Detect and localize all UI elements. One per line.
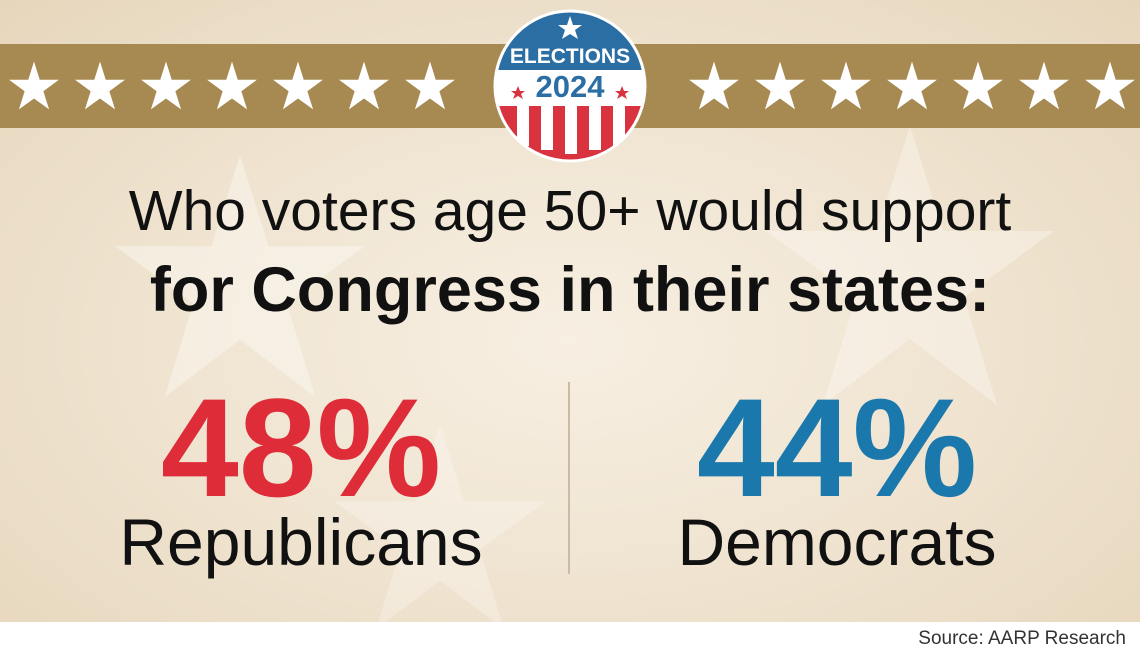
badge-star-icon <box>558 16 582 39</box>
background-star-icon <box>115 155 365 397</box>
elections-badge: ELECTIONS 2024 <box>493 9 647 163</box>
background-star-icon <box>334 424 546 622</box>
republican-label: Republicans <box>119 505 483 579</box>
badge-year: 2024 <box>536 69 606 104</box>
star-icon <box>953 61 1003 110</box>
badge-title: ELECTIONS <box>510 45 630 68</box>
star-icon <box>207 61 257 110</box>
star-icon <box>1019 61 1069 110</box>
headline-line-1: Who voters age 50+ would support <box>128 179 1012 243</box>
divider <box>568 382 570 574</box>
star-icon <box>339 61 389 110</box>
star-icon <box>755 61 805 110</box>
star-icon <box>405 61 455 110</box>
star-icon <box>141 61 191 110</box>
badge-small-star-icon <box>511 86 525 99</box>
badge-small-star-icon <box>615 86 629 99</box>
republican-percent: 48% <box>160 369 442 526</box>
democrat-percent: 44% <box>696 369 978 526</box>
democrat-label: Democrats <box>677 505 997 579</box>
background-star-icon <box>766 126 1054 405</box>
star-icon <box>821 61 871 110</box>
banner-stars-right <box>688 60 1135 112</box>
star-icon <box>1085 61 1135 110</box>
star-icon <box>9 61 59 110</box>
infographic: ELECTIONS 2024 Who voters age 50+ would … <box>0 0 1140 622</box>
headline-line-2: for Congress in their states: <box>149 255 991 325</box>
star-icon <box>75 61 125 110</box>
star-icon <box>887 61 937 110</box>
star-icon <box>689 61 739 110</box>
source-note: Source: AARP Research <box>918 628 1126 649</box>
star-icon <box>273 61 323 110</box>
banner-stars-left <box>8 60 458 112</box>
